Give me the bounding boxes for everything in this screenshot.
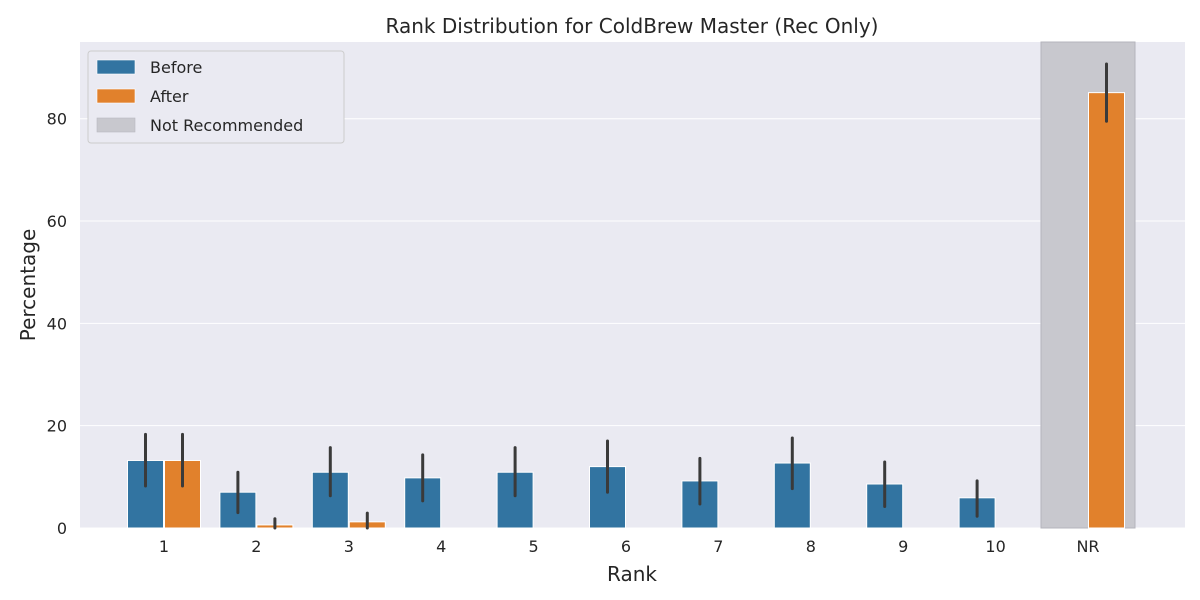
legend-swatch-before [96, 59, 136, 75]
y-tick-label: 80 [47, 110, 67, 129]
y-tick-label: 0 [57, 519, 67, 538]
x-axis-title: Rank [607, 562, 657, 586]
error-bars [144, 62, 1108, 530]
x-tick-label: 10 [985, 537, 1005, 556]
x-tick-label: 3 [344, 537, 354, 556]
legend-label-not-recommended: Not Recommended [150, 116, 303, 135]
legend-swatch-after [96, 88, 136, 104]
y-tick-label: 20 [47, 417, 67, 436]
bar-after-rank-nr [1088, 92, 1125, 529]
x-tick-label: 5 [529, 537, 539, 556]
legend-label-before: Before [150, 58, 202, 77]
x-tick-label: NR [1076, 537, 1099, 556]
x-tick-label: 6 [621, 537, 631, 556]
legend-box [87, 50, 345, 144]
x-tick-label: 8 [806, 537, 816, 556]
chart-title: Rank Distribution for ColdBrew Master (R… [386, 14, 879, 38]
x-tick-label: 7 [713, 537, 723, 556]
y-tick-label: 60 [47, 212, 67, 231]
legend-label-after: After [150, 87, 189, 106]
y-axis-title: Percentage [16, 229, 40, 342]
legend: Before After Not Recommended [87, 50, 345, 144]
y-tick-label: 40 [47, 314, 67, 333]
legend-swatch-not-recommended [96, 117, 136, 133]
x-tick-label: 9 [898, 537, 908, 556]
x-tick-label: 4 [436, 537, 446, 556]
x-tick-label: 2 [251, 537, 261, 556]
x-tick-label: 1 [159, 537, 169, 556]
axis-ticks: 0 20 40 60 80 1 2 3 4 5 6 7 8 9 10 NR [47, 110, 1100, 556]
